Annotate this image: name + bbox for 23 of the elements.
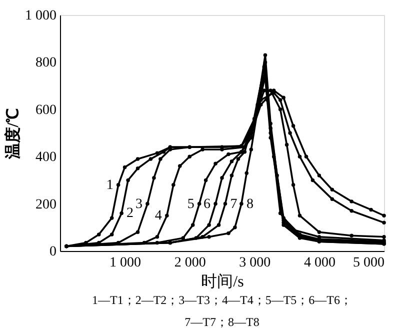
- series-label: 6: [204, 196, 211, 212]
- series-label: 2: [126, 206, 134, 222]
- series-label: 7: [230, 196, 238, 212]
- text: 1—T1；2—T2；3—T3；4—T4；5—T5；6—T6；: [92, 293, 352, 307]
- series-label: 3: [135, 196, 142, 212]
- series-label: 8: [246, 196, 254, 212]
- y-tick-label: 0: [50, 244, 56, 260]
- x-tick-label: 4 000: [304, 256, 336, 270]
- y-axis-title: 温度/℃: [3, 108, 22, 160]
- x-tick-label: 5 000: [353, 256, 384, 270]
- series-label: 5: [187, 196, 194, 212]
- text: 7—T7；8—T8: [184, 315, 260, 329]
- series-label: 1: [106, 178, 114, 193]
- y-tick-label: 600: [36, 102, 56, 118]
- y-tick-label: 200: [36, 197, 56, 212]
- x-tick-label: 1 000: [110, 256, 142, 270]
- x-tick-label: 2 000: [174, 256, 206, 270]
- y-tick-label: 1 000: [25, 8, 56, 24]
- y-tick-label: 400: [36, 150, 56, 166]
- x-axis-title: 时间/s: [201, 272, 244, 290]
- y-tick-label: 800: [36, 56, 56, 71]
- series-label: 4: [154, 208, 162, 224]
- x-tick-label: 3 000: [239, 256, 271, 270]
